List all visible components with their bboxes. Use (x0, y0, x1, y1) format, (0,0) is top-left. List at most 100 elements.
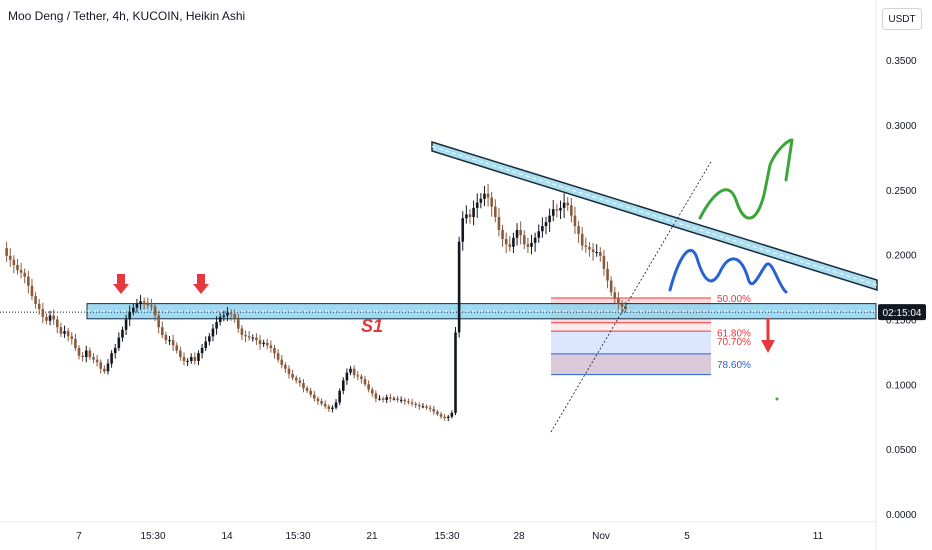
candle-body (128, 311, 131, 320)
candle-body (244, 335, 247, 337)
candle-body (84, 350, 88, 358)
fib-level-label: 78.60% (717, 360, 751, 371)
candle-body (153, 306, 157, 316)
candle-body (613, 292, 617, 299)
candle-body (309, 390, 312, 395)
candle-body (294, 377, 298, 381)
x-tick-label: 15:30 (434, 531, 459, 542)
candle-body (432, 408, 436, 412)
candle-body (160, 327, 164, 336)
price-tag-label: 02:15:04 (883, 308, 922, 319)
y-tick-label: 0.1500 (886, 315, 917, 326)
fib-band (551, 322, 711, 332)
candle-body (124, 319, 128, 330)
y-tick-label: 0.3000 (886, 121, 917, 132)
candle-body (200, 347, 204, 354)
candle-body (389, 397, 392, 399)
candle-body (197, 353, 200, 361)
candle-body (258, 340, 262, 345)
candle-body (284, 364, 287, 369)
candle-body (132, 307, 135, 312)
trendline-midline (431, 146, 878, 286)
candle-body (99, 362, 103, 369)
candle-body (110, 353, 113, 364)
fib-level-label: 61.80% (717, 329, 751, 340)
candle-body (19, 270, 23, 273)
drawings[interactable] (113, 138, 878, 433)
down-arrow-marker[interactable] (113, 274, 129, 294)
candle-body (142, 301, 146, 303)
candle-body (92, 357, 95, 360)
candle-body (265, 342, 269, 346)
candle-body (41, 309, 45, 317)
candle-body (313, 394, 316, 399)
candle-body (323, 403, 327, 407)
candle-body (504, 239, 508, 245)
candle-body (425, 406, 428, 408)
x-tick-label: Nov (592, 531, 610, 542)
candle-body (436, 411, 439, 415)
candle-body (472, 207, 475, 217)
candle-body (95, 359, 99, 363)
candle-body (483, 193, 486, 199)
candle-body (30, 285, 34, 297)
dotted-trendline[interactable] (550, 159, 713, 433)
fib-level-label: 70.70% (717, 337, 751, 348)
candle-body (360, 376, 363, 380)
labels: S1 02:15:04 (361, 304, 926, 336)
candle-body (624, 306, 627, 310)
candle-body (146, 302, 150, 306)
candle-body (396, 398, 399, 400)
candle-body (410, 402, 414, 404)
candle-body (501, 229, 504, 240)
candle-body (45, 316, 48, 321)
candle-body (66, 331, 70, 337)
candle-body (479, 198, 483, 203)
x-tick-label: 5 (684, 531, 690, 542)
currency-unit-button[interactable]: USDT (882, 8, 922, 30)
candle-body (56, 319, 59, 328)
candle-body (461, 218, 465, 242)
candle-body (522, 235, 526, 245)
candle-body (186, 360, 189, 362)
candle-body (363, 379, 367, 385)
range-projection-path[interactable] (668, 249, 788, 294)
candle-body (606, 268, 609, 281)
candle-body (5, 248, 8, 256)
candle-body (475, 202, 479, 208)
candle-body (584, 245, 588, 247)
candle-body (352, 368, 356, 376)
candle-body (374, 393, 378, 399)
candle-body (316, 398, 320, 402)
marker-dot (775, 397, 779, 401)
support-label: S1 (361, 316, 383, 336)
candle-body (602, 255, 606, 269)
price-axis-panel[interactable] (876, 0, 932, 550)
candle-body (27, 276, 30, 286)
candle-body (457, 241, 461, 333)
x-tick-label: 28 (513, 531, 525, 542)
x-tick-label: 11 (813, 531, 824, 542)
bullish-projection-path[interactable] (698, 138, 794, 220)
fib-band (551, 331, 711, 354)
fib-band (551, 353, 711, 375)
candle-body (331, 407, 334, 409)
down-arrow-marker[interactable] (193, 274, 209, 294)
x-tick-label: 15:30 (140, 531, 165, 542)
chart-title: Moo Deng / Tether, 4h, KUCOIN, Heikin As… (8, 9, 246, 23)
candle-body (555, 209, 559, 211)
candle-body (287, 368, 291, 374)
candle-body (37, 303, 41, 310)
price-tag-box (878, 304, 926, 321)
candle-body (81, 355, 84, 358)
candle-body (215, 322, 218, 329)
candle-body (468, 214, 472, 217)
candle-body (262, 342, 265, 345)
candle-body (573, 215, 577, 227)
bearish-arrow-head[interactable] (761, 340, 775, 353)
support-zone[interactable] (0, 303, 877, 320)
candle-body (320, 401, 323, 404)
candle-body (446, 416, 450, 419)
